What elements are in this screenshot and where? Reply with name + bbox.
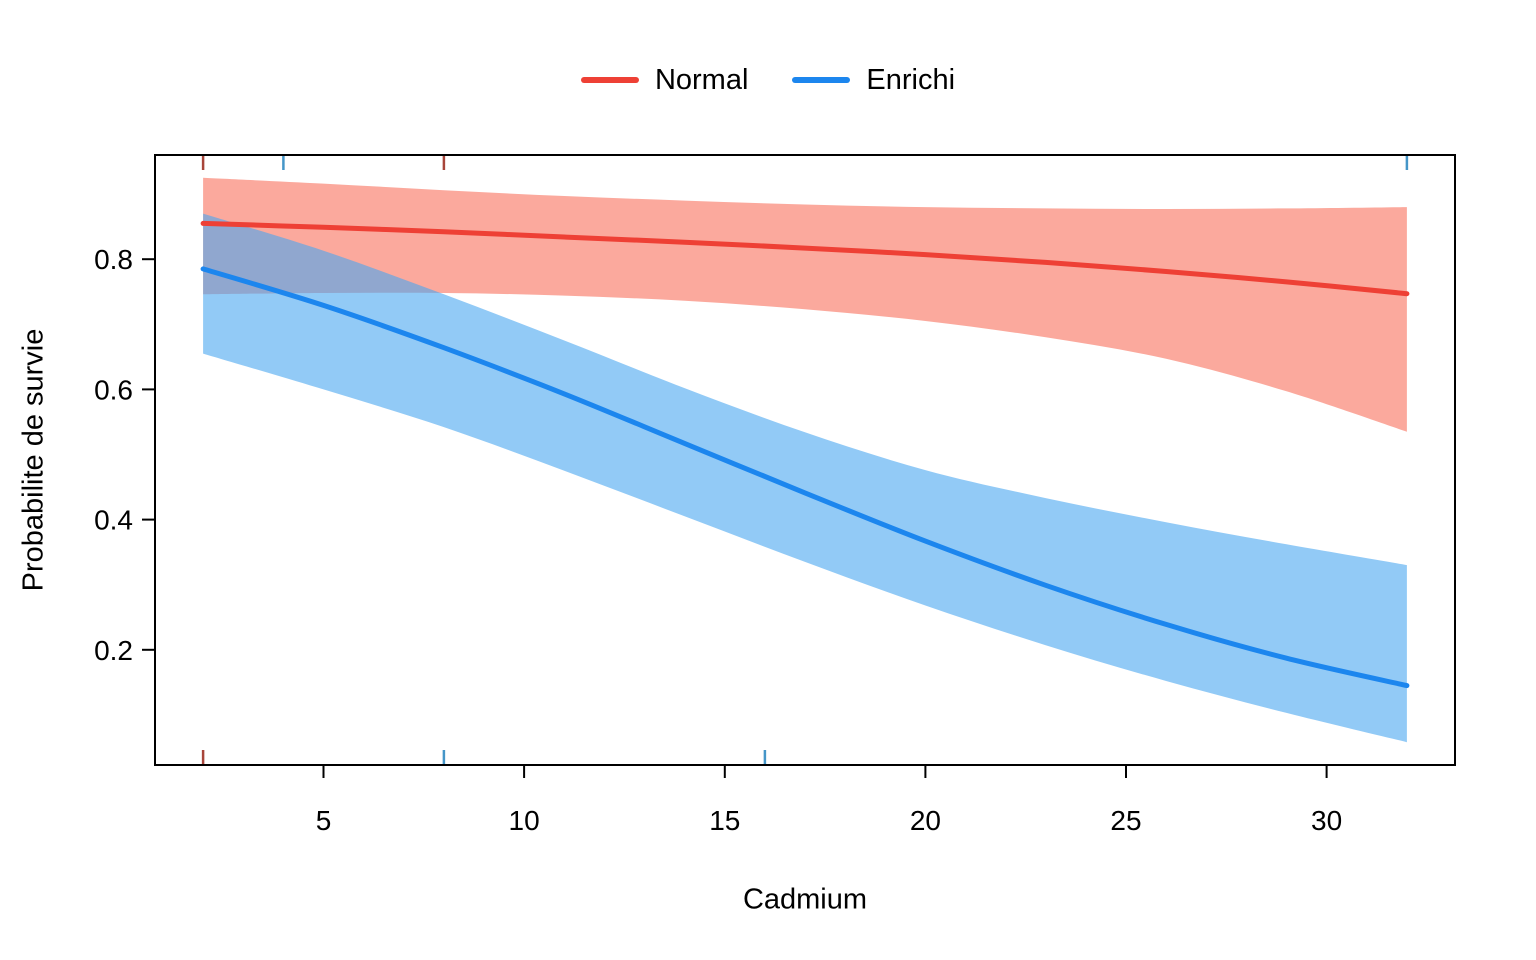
legend-label-enrichi: Enrichi	[866, 63, 956, 96]
legend: Normal Enrichi	[0, 56, 1536, 104]
confidence-band-enrichi	[203, 213, 1407, 743]
legend-line-swatch-enrichi	[792, 77, 851, 83]
x-tick-label: 20	[910, 805, 941, 836]
y-tick-label: 0.8	[94, 244, 133, 275]
x-tick-label: 30	[1311, 805, 1342, 836]
x-tick-label: 15	[709, 805, 740, 836]
legend-item-enrichi: Enrichi	[792, 64, 955, 97]
legend-line-swatch-normal	[580, 77, 639, 83]
legend-label-normal: Normal	[654, 63, 749, 96]
y-tick-label: 0.4	[94, 505, 133, 536]
fitted-line-enrichi	[200, 266, 1410, 689]
plot-border	[154, 154, 1456, 766]
confidence-band-normal	[203, 177, 1407, 432]
x-axis-title: Cadmium	[742, 883, 868, 916]
legend-item-normal: Normal	[580, 63, 749, 97]
x-tick-label: 25	[1110, 805, 1141, 836]
x-tick-label: 10	[509, 805, 540, 836]
y-tick-label: 0.2	[94, 635, 133, 666]
x-tick-label: 5	[316, 805, 332, 836]
y-axis-title: Probabilite de survie	[17, 328, 50, 592]
fitted-line-normal	[200, 220, 1410, 297]
y-tick-label: 0.6	[94, 374, 133, 405]
